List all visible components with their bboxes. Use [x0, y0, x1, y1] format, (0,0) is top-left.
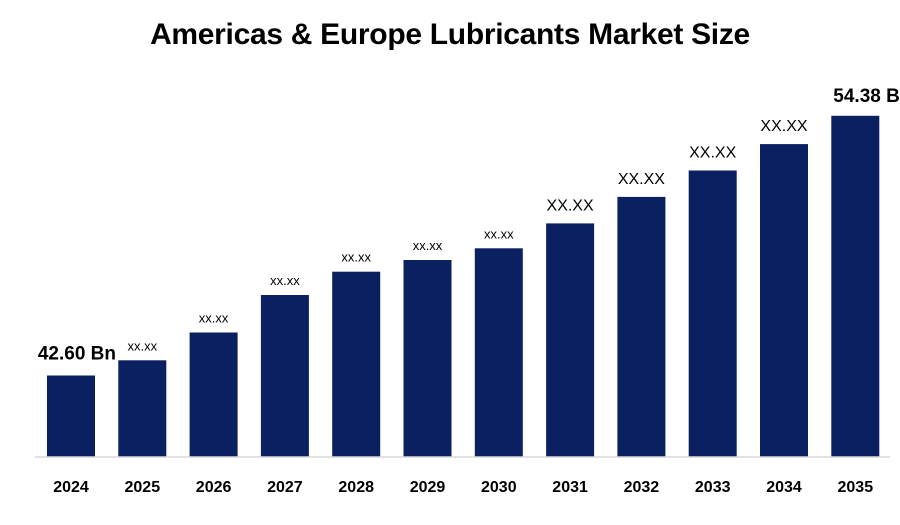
data-label: 42.60 Bn	[38, 344, 116, 365]
x-tick-label: 2030	[481, 479, 517, 496]
x-tick-labels: 2024 2025 2026 2027 2028 2029 2030 2031 2032 2033…	[53, 479, 873, 496]
bar-2028	[332, 271, 381, 457]
data-label: xx.xx	[484, 226, 514, 241]
bar-2035	[831, 115, 880, 458]
data-label: 54.38 Bn	[833, 86, 900, 107]
data-label: xx.xx	[127, 338, 157, 353]
bars-group	[47, 115, 880, 458]
x-tick-label: 2034	[766, 479, 802, 496]
x-tick-label: 2024	[53, 479, 89, 496]
x-tick-label: 2029	[410, 479, 446, 496]
data-label: xx.xx	[341, 250, 371, 265]
data-label: XX.XX	[618, 171, 665, 188]
chart-title: Americas & Europe Lubricants Market Size	[150, 18, 750, 51]
bar-2034	[760, 144, 808, 457]
data-label: xx.xx	[199, 311, 229, 326]
x-tick-label: 2033	[695, 479, 731, 496]
bar-2029	[403, 260, 452, 457]
data-label: XX.XX	[689, 145, 736, 162]
x-tick-label: 2028	[338, 479, 374, 496]
data-labels: 42.60 Bn xx.xx xx.xx xx.xx xx.xx xx.xx xx.xx XX…	[38, 86, 900, 365]
bar-2025	[118, 360, 167, 457]
bar-2026	[189, 332, 238, 457]
x-tick-label: 2027	[267, 479, 303, 496]
x-tick-label: 2032	[624, 479, 660, 496]
data-label: XX.XX	[547, 197, 594, 214]
bar-2032	[617, 196, 666, 457]
bar-2030	[474, 248, 523, 457]
data-label: xx.xx	[270, 273, 300, 288]
x-tick-label: 2035	[838, 479, 874, 496]
x-tick-label: 2026	[196, 479, 232, 496]
x-tick-label: 2025	[125, 479, 161, 496]
bar-2027	[260, 295, 309, 457]
x-tick-label: 2031	[552, 479, 588, 496]
bar-2024	[47, 375, 95, 457]
data-label: XX.XX	[760, 118, 807, 135]
bar-2033	[688, 170, 737, 457]
data-label: xx.xx	[413, 238, 443, 253]
bar-2031	[546, 223, 595, 457]
